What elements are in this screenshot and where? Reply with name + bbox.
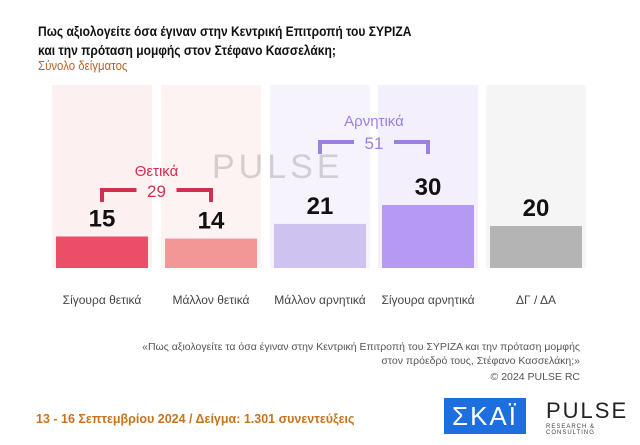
- pulse-logo-text: PULSE: [546, 398, 629, 423]
- chart-subtitle: Σύνολο δείγματος: [38, 58, 128, 73]
- title-line: και την πρόταση μομφής στον Στέφανο Κασσ…: [38, 42, 336, 58]
- category-label: Μάλλον αρνητικά: [274, 293, 366, 307]
- title-line: Πως αξιολογείτε όσα έγιναν στην Κεντρική…: [38, 23, 412, 39]
- footer-info: 13 - 16 Σεπτεμβρίου 2024 / Δείγμα: 1.301…: [36, 412, 355, 426]
- group-label: Θετικά: [135, 163, 179, 180]
- group-label: Αρνητικά: [344, 113, 404, 130]
- column-background: [161, 85, 261, 268]
- data-label: 20: [523, 195, 550, 222]
- pulse-logo: PULSE RESEARCH & CONSULTING: [546, 398, 640, 436]
- category-label: Σίγουρα θετικά: [62, 293, 142, 307]
- data-label: 14: [198, 208, 225, 235]
- pulse-logo-sub: RESEARCH & CONSULTING: [546, 424, 596, 436]
- data-label: 21: [307, 193, 334, 220]
- bar-chart: 15 14 21 30 20 29 Θετικά 51 Αρνητικά: [52, 85, 582, 268]
- category-label: Σίγουρα αρνητικά: [381, 293, 475, 307]
- bar: [490, 226, 582, 268]
- group-total: 51: [365, 134, 384, 153]
- group-total: 29: [147, 182, 166, 201]
- skai-logo: ΣΚΑΪ: [444, 398, 526, 434]
- category-label: Μάλλον θετικά: [172, 293, 250, 307]
- data-label: 30: [415, 174, 442, 201]
- bar: [165, 238, 257, 268]
- bar: [56, 236, 148, 268]
- category-label: ΔΓ / ΔΑ: [516, 293, 556, 307]
- bar: [382, 205, 474, 268]
- bar: [274, 223, 366, 268]
- group-bracket: [100, 188, 213, 202]
- question-note: «Πως αξιολογείτε τα όσα έγιναν στην Κεντ…: [80, 340, 580, 368]
- note-line: «Πως αξιολογείτε τα όσα έγιναν στην Κεντ…: [142, 341, 580, 353]
- group-bracket: [318, 140, 430, 154]
- note-line: στον πρόεδρό τους, Στέφανο Κασσελάκη;»: [381, 355, 580, 367]
- chart-title: Πως αξιολογείτε όσα έγιναν στην Κεντρική…: [38, 22, 411, 60]
- copyright: © 2024 PULSE RC: [490, 371, 580, 383]
- data-label: 15: [89, 206, 116, 233]
